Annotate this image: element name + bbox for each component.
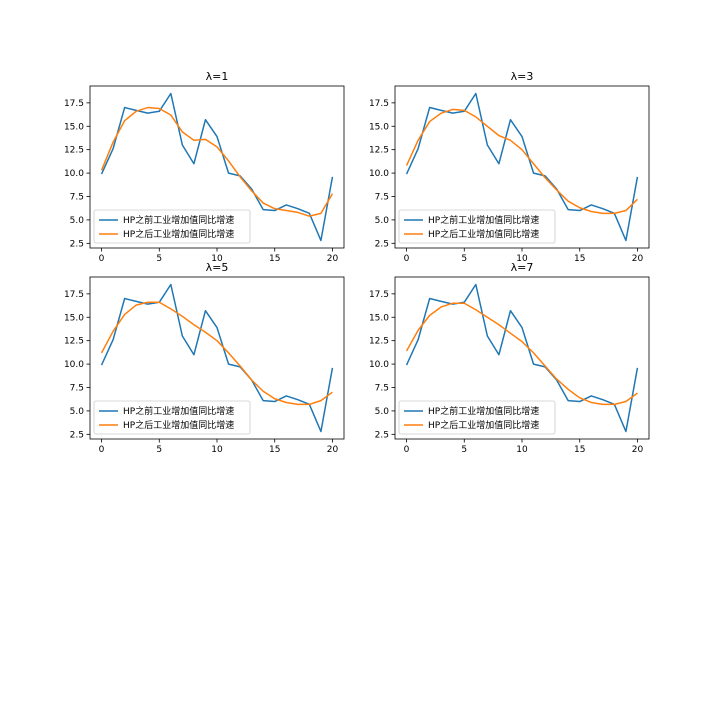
legend-label: HP之前工业增加值同比增速	[428, 214, 539, 226]
subplot-3: λ=5 0 5 10 15 20 2.5 5.0 7.5 10.0 12.5 15.0 17.5 HP之前…	[64, 261, 345, 455]
y-tick-label: 7.5	[70, 383, 84, 393]
y-tick-label: 7.5	[70, 192, 84, 202]
y-tick-label: 15.0	[64, 122, 84, 132]
legend: HP之前工业增加值同比增速 HP之后工业增加值同比增速	[93, 209, 251, 244]
series-after-hp-line	[405, 302, 638, 406]
subplot-title: λ=3	[511, 70, 534, 83]
y-tick-label: 12.5	[64, 337, 84, 347]
legend-label: HP之前工业增加值同比增速	[123, 214, 234, 226]
y-tick-label: 2.5	[70, 239, 84, 249]
y-tick-label: 2.5	[375, 239, 389, 249]
series-before-hp-line	[405, 283, 639, 433]
x-tick-label: 10	[516, 254, 528, 264]
legend-label: HP之前工业增加值同比增速	[123, 405, 234, 417]
y-tick-label: 15.0	[64, 313, 84, 323]
subplot-2: λ=3 0 5 10 15 20 2.5 5.0 7.5 10.0 12.5 15.0 17.5 HP之前…	[369, 70, 650, 264]
y-tick-label: 5.0	[70, 216, 85, 226]
x-tick-label: 0	[99, 445, 105, 455]
x-tick-label: 15	[269, 254, 280, 264]
legend-box	[398, 400, 556, 435]
legend: HP之前工业增加值同比增速 HP之后工业增加值同比增速	[398, 400, 556, 435]
y-tick-label: 12.5	[369, 337, 389, 347]
series-after-hp-line	[405, 108, 638, 215]
y-tick-label: 10.0	[64, 360, 84, 370]
y-tick-label: 2.5	[375, 430, 389, 440]
legend-box	[93, 400, 251, 435]
y-tick-label: 5.0	[70, 407, 85, 417]
x-tick-label: 10	[211, 254, 223, 264]
y-tick-label: 10.0	[369, 360, 389, 370]
y-tick-label: 7.5	[375, 383, 389, 393]
y-tick-label: 17.5	[64, 290, 84, 300]
x-tick-label: 20	[632, 445, 644, 455]
x-tick-label: 10	[516, 445, 528, 455]
legend-label: HP之前工业增加值同比增速	[428, 405, 539, 417]
subplot-title: λ=1	[206, 70, 229, 83]
series-after-hp-line	[100, 301, 333, 406]
subplot-4: λ=7 0 5 10 15 20 2.5 5.0 7.5 10.0 12.5 15.0 17.5 HP之前…	[369, 261, 650, 455]
legend-label: HP之后工业增加值同比增速	[428, 419, 539, 431]
x-tick-label: 5	[156, 254, 162, 264]
x-tick-label: 0	[99, 254, 105, 264]
y-tick-label: 10.0	[369, 169, 389, 179]
x-tick-label: 20	[632, 254, 644, 264]
y-tick-label: 5.0	[375, 216, 390, 226]
y-tick-label: 15.0	[369, 313, 389, 323]
y-tick-label: 5.0	[375, 407, 390, 417]
y-tick-label: 12.5	[64, 146, 84, 156]
y-tick-label: 7.5	[375, 192, 389, 202]
y-tick-label: 17.5	[369, 99, 389, 109]
y-tick-label: 17.5	[369, 290, 389, 300]
series-before-hp-line	[100, 283, 334, 433]
x-tick-label: 0	[404, 445, 410, 455]
legend: HP之前工业增加值同比增速 HP之后工业增加值同比增速	[93, 400, 251, 435]
y-tick-label: 15.0	[369, 122, 389, 132]
subplot-title: λ=7	[511, 261, 534, 274]
legend: HP之前工业增加值同比增速 HP之后工业增加值同比增速	[398, 209, 556, 244]
series-before-hp-line	[100, 92, 334, 242]
legend-box	[93, 209, 251, 244]
x-tick-label: 5	[461, 254, 467, 264]
subplot-title: λ=5	[206, 261, 229, 274]
x-tick-label: 0	[404, 254, 410, 264]
y-tick-label: 2.5	[70, 430, 84, 440]
x-tick-label: 5	[461, 445, 467, 455]
x-tick-label: 15	[269, 445, 280, 455]
series-after-hp-line	[100, 106, 334, 217]
x-tick-label: 20	[327, 254, 339, 264]
legend-label: HP之后工业增加值同比增速	[428, 228, 539, 240]
y-tick-label: 12.5	[369, 146, 389, 156]
subplot-1: λ=1 0 5 10 15 20 2.5 5.0 7.5 10.0 12.5 15.0 17.5 HP之前…	[64, 70, 345, 264]
y-tick-label: 10.0	[64, 169, 84, 179]
x-tick-label: 15	[574, 445, 585, 455]
legend-label: HP之后工业增加值同比增速	[123, 228, 234, 240]
x-tick-label: 20	[327, 445, 339, 455]
x-tick-label: 5	[156, 445, 162, 455]
x-tick-label: 10	[211, 445, 223, 455]
legend-label: HP之后工业增加值同比增速	[123, 419, 234, 431]
legend-box	[398, 209, 556, 244]
y-tick-label: 17.5	[64, 99, 84, 109]
x-tick-label: 15	[574, 254, 585, 264]
